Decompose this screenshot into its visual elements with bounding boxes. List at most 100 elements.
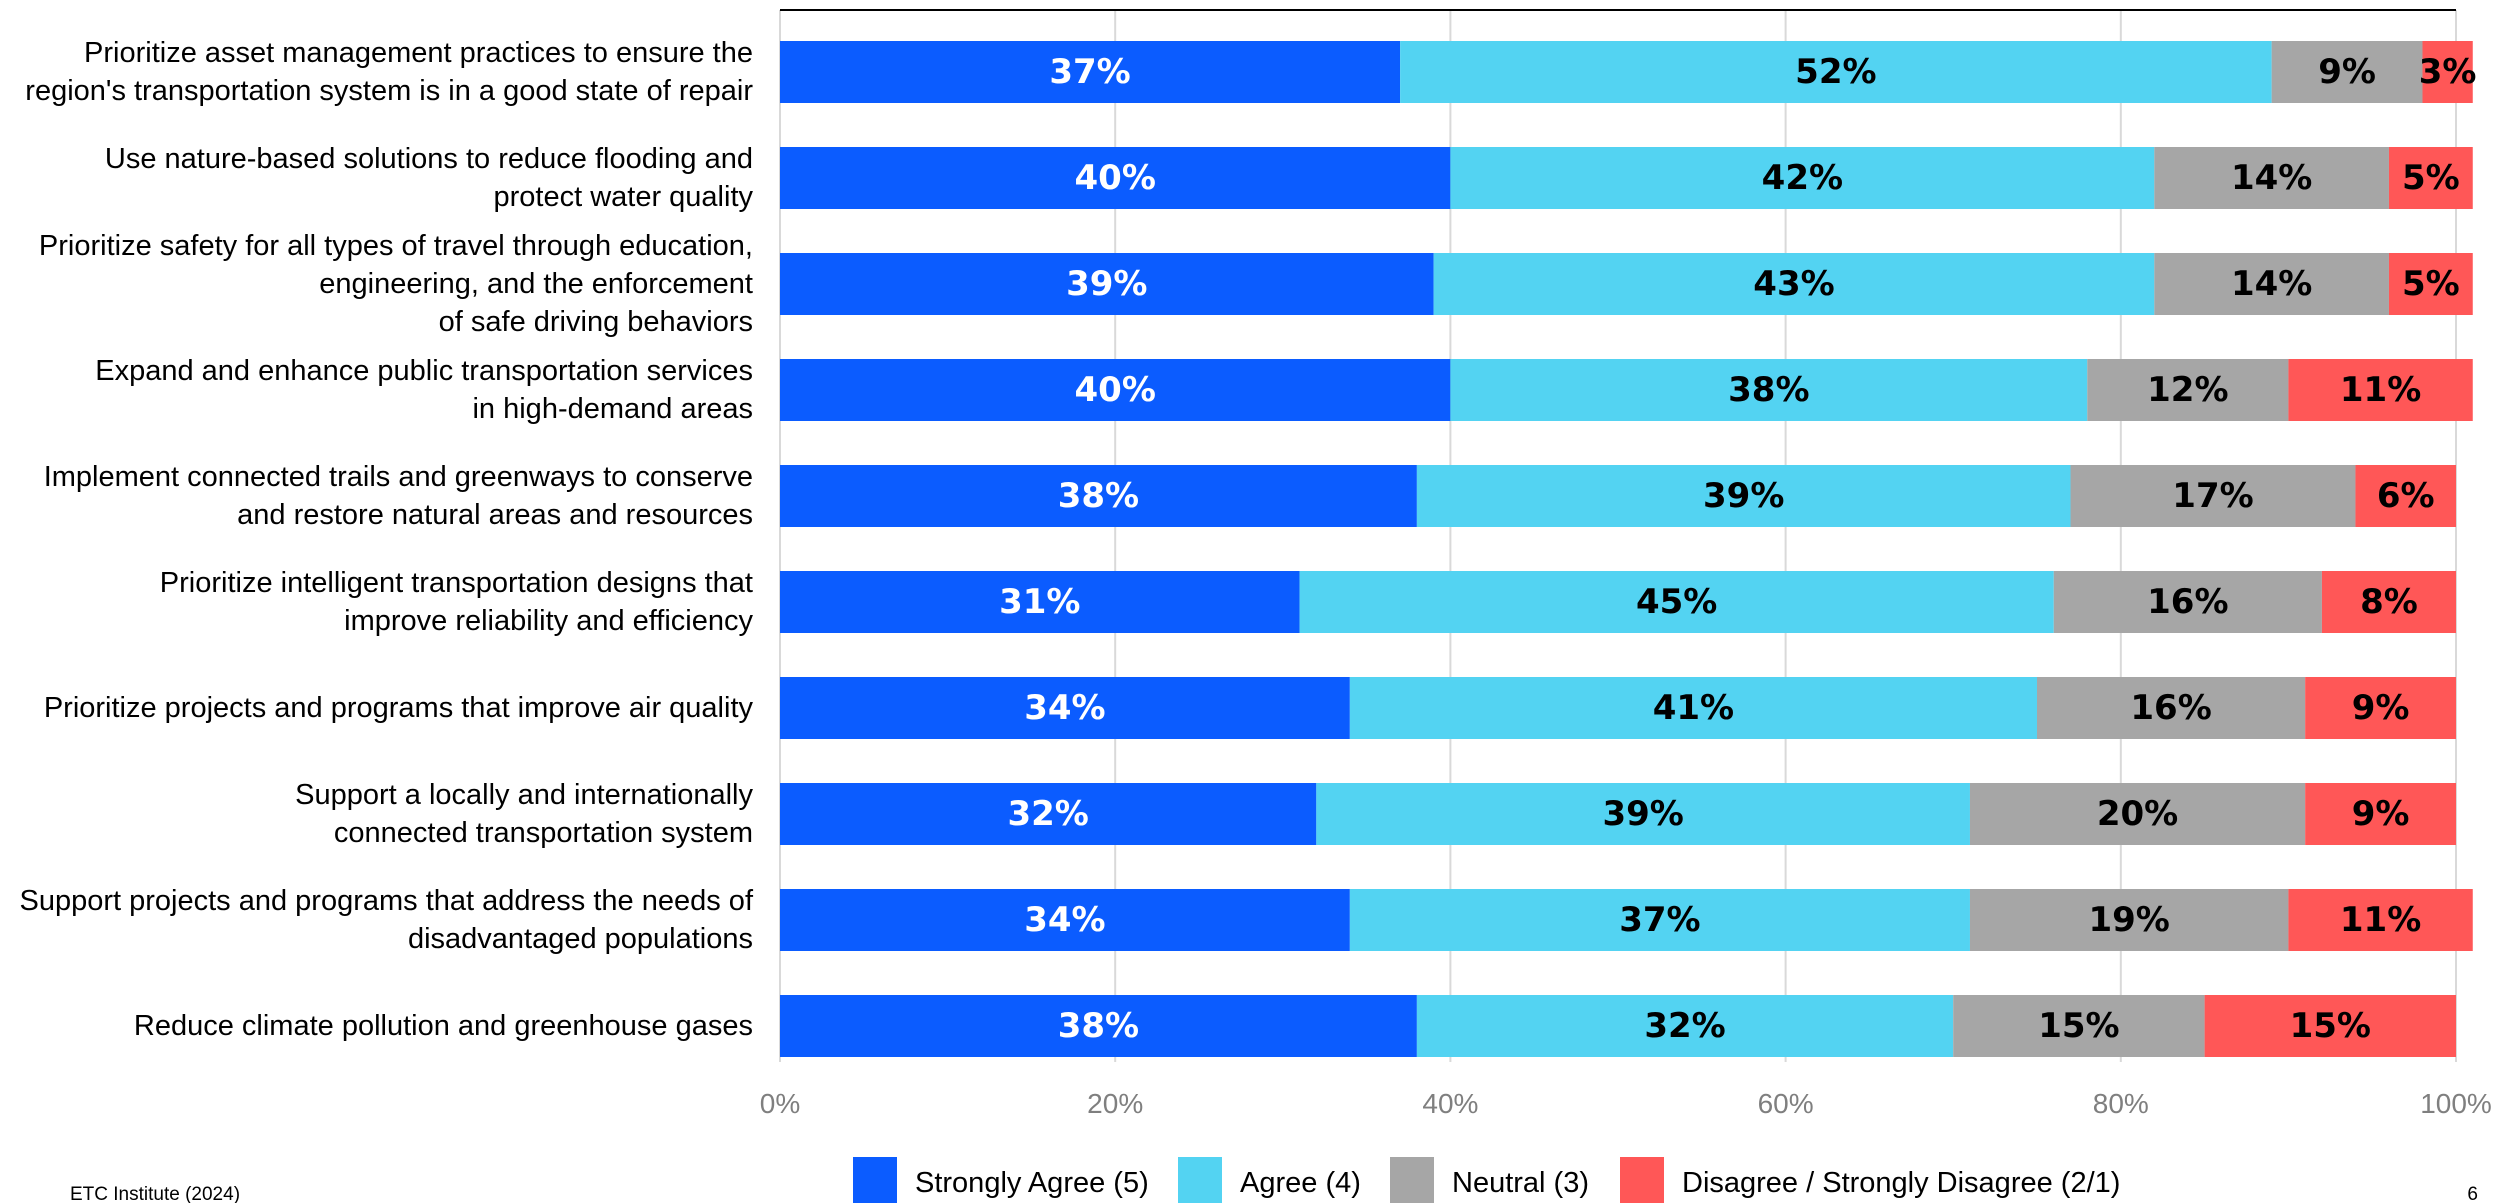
bar-segment (2070, 465, 2356, 527)
category-label: Prioritize safety for all types of trave… (39, 230, 753, 338)
bar-segment (780, 889, 1350, 951)
bar-segment (1969, 783, 2306, 845)
bar-value-label: 32% (1644, 1006, 1725, 1046)
bar-segment (780, 677, 1350, 739)
bar-segment (1400, 41, 2272, 103)
bar-value-label: 6% (2377, 476, 2435, 516)
bar-segment (2321, 571, 2456, 633)
bar-segment (2288, 889, 2473, 951)
bar-value-label: 3% (2419, 52, 2477, 92)
bar-value-label: 19% (2088, 900, 2169, 940)
bar-segment (2305, 677, 2456, 739)
category-label: Prioritize intelligent transportation de… (160, 567, 754, 637)
bar-segment (2053, 571, 2322, 633)
bar-value-label: 40% (1075, 370, 1156, 410)
bar-segment (1450, 147, 2155, 209)
bar-segment (780, 41, 1401, 103)
bar-value-label: 16% (2130, 688, 2211, 728)
bar-segment (1299, 571, 2054, 633)
bar-value-label: 37% (1619, 900, 1700, 940)
bar-value-label: 45% (1636, 582, 1717, 622)
bar-value-label: 11% (2340, 370, 2421, 410)
bar-segment (2087, 359, 2289, 421)
bar-segment (2271, 41, 2423, 103)
bar-value-label: 42% (1762, 158, 1843, 198)
category-label: Support a locally and internationally con… (295, 779, 753, 849)
bar-value-label: 43% (1753, 264, 1834, 304)
bar-segment (1433, 253, 2155, 315)
category-label: Support projects and programs that addre… (20, 885, 754, 955)
bar-segment (1316, 783, 1970, 845)
bar-value-label: 14% (2231, 158, 2312, 198)
bar-value-label: 9% (2352, 794, 2410, 834)
x-tick-label: 100% (2420, 1088, 2492, 1119)
bar-value-label: 15% (2038, 1006, 2119, 1046)
bar-value-label: 14% (2231, 264, 2312, 304)
bar-segment (1349, 889, 1970, 951)
bar-value-label: 12% (2147, 370, 2228, 410)
bar-value-label: 5% (2402, 264, 2460, 304)
bar-value-label: 31% (999, 582, 1080, 622)
bar-segment (780, 571, 1300, 633)
bar-segment (2388, 147, 2473, 209)
bar-value-label: 39% (1066, 264, 1147, 304)
bar-segment (1416, 995, 1954, 1057)
bars: 37% 52% 9% 3% 40% 42% 14% 5% 39% 43% 14% 5% 40% 38% 12… (780, 41, 2476, 1057)
legend-swatch (853, 1157, 897, 1203)
legend-label: Strongly Agree (5) (915, 1167, 1149, 1199)
bar-segment (2037, 677, 2306, 739)
bar-value-label: 11% (2340, 900, 2421, 940)
bar-segment (780, 147, 1451, 209)
bar-segment (1416, 465, 2071, 527)
bar-value-label: 40% (1075, 158, 1156, 198)
bar-value-label: 17% (2172, 476, 2253, 516)
bar-value-label: 15% (2290, 1006, 2371, 1046)
x-tick-label: 40% (1422, 1088, 1478, 1119)
category-label: Reduce climate pollution and greenhouse … (134, 1010, 753, 1042)
category-label: Prioritize projects and programs that im… (44, 692, 754, 724)
legend-label: Agree (4) (1240, 1167, 1361, 1199)
bar-value-label: 37% (1049, 52, 1130, 92)
category-labels: Prioritize asset management practices to… (20, 37, 754, 1042)
bar-segment (2388, 253, 2473, 315)
category-label: Use nature-based solutions to reduce flo… (105, 143, 754, 213)
category-label: Prioritize asset management practices to… (25, 37, 753, 107)
bar-value-label: 5% (2402, 158, 2460, 198)
bar-segment (2154, 253, 2389, 315)
category-label: Expand and enhance public transportation… (95, 355, 753, 425)
bar-segment (1969, 889, 2289, 951)
bar-value-label: 52% (1795, 52, 1876, 92)
bar-segment (780, 995, 1417, 1057)
bar-value-label: 34% (1024, 900, 1105, 940)
bar-value-label: 41% (1653, 688, 1734, 728)
bar-value-label: 32% (1007, 794, 1088, 834)
bar-segment (780, 465, 1417, 527)
category-label: Implement connected trails and greenways… (44, 461, 753, 531)
bar-segment (2422, 41, 2473, 103)
bar-segment (1349, 677, 2037, 739)
x-tick-label: 0% (760, 1088, 800, 1119)
bar-segment (780, 253, 1434, 315)
x-tick-label: 20% (1087, 1088, 1143, 1119)
bar-value-label: 16% (2147, 582, 2228, 622)
bar-value-label: 20% (2097, 794, 2178, 834)
bar-segment (2204, 995, 2456, 1057)
legend-label: Disagree / Strongly Disagree (2/1) (1682, 1167, 2120, 1199)
bar-value-label: 39% (1602, 794, 1683, 834)
legend-label: Neutral (3) (1452, 1167, 1589, 1199)
bar-value-label: 38% (1058, 1006, 1139, 1046)
bar-value-label: 38% (1058, 476, 1139, 516)
x-tick-label: 80% (2093, 1088, 2149, 1119)
bar-segment (1450, 359, 2088, 421)
x-tick-label: 60% (1758, 1088, 1814, 1119)
bar-segment (780, 359, 1451, 421)
bar-value-label: 9% (2318, 52, 2376, 92)
legend-swatch (1178, 1157, 1222, 1203)
bar-segment (2288, 359, 2473, 421)
legend-swatch (1390, 1157, 1434, 1203)
bar-segment (780, 783, 1317, 845)
bar-value-label: 38% (1728, 370, 1809, 410)
x-axis-ticks: 0% 20% 40% 60% 80% 100% (760, 1088, 2492, 1119)
bar-value-label: 8% (2360, 582, 2418, 622)
footer-source: ETC Institute (2024) (70, 1184, 240, 1203)
